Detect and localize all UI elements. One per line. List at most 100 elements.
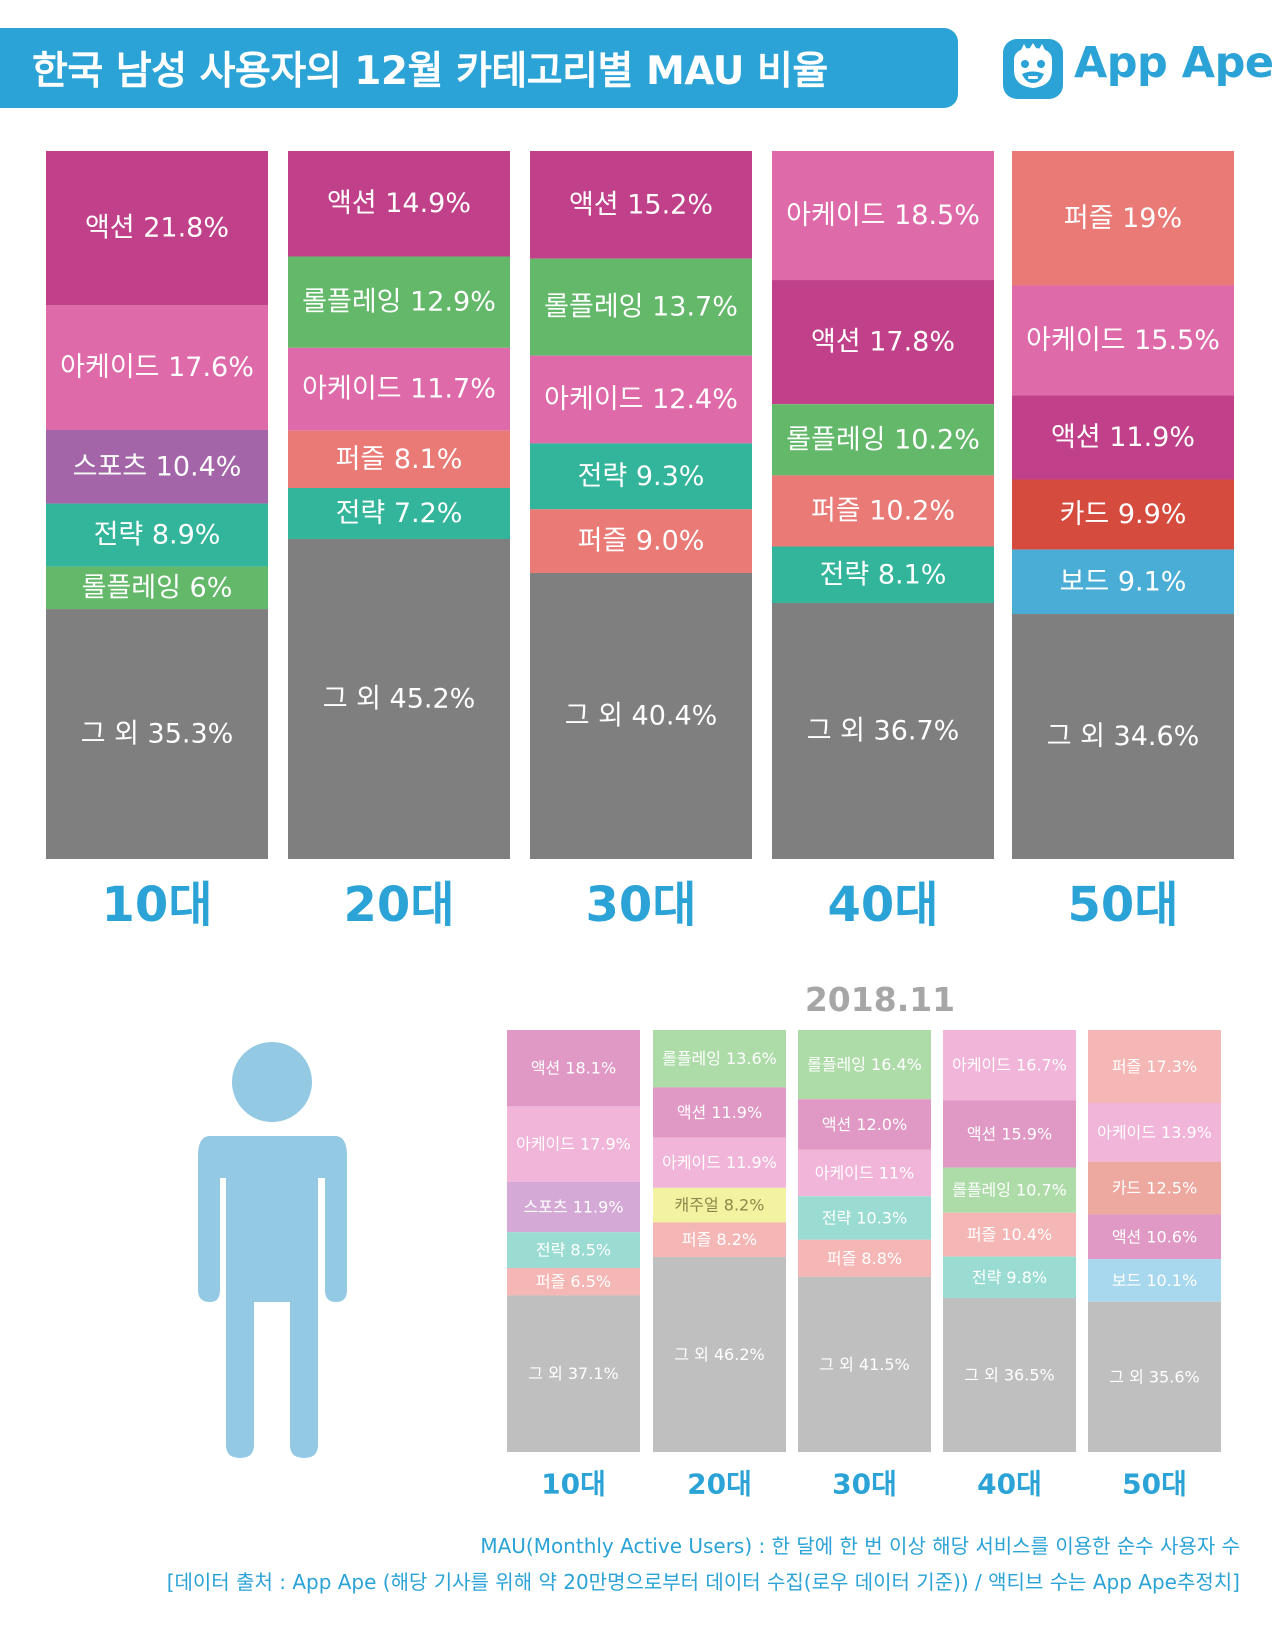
prev-bar-segment: [507, 1030, 640, 1107]
main-bar-segment: [1012, 395, 1234, 480]
prev-bar-segment: [798, 1196, 931, 1240]
prev-segment-label: 그 외 35.6%: [1109, 1367, 1199, 1386]
main-bar-segment: [288, 256, 510, 348]
prev-segment-label: 그 외 46.2%: [674, 1345, 764, 1364]
brand-name: App Ape: [1074, 38, 1274, 88]
prev-age-label: 50대: [1122, 1468, 1187, 1501]
main-bar-segment: [288, 538, 510, 859]
main-bar-segment: [530, 258, 752, 356]
main-age-label: 30대: [586, 877, 697, 933]
prev-age-label: 40대: [977, 1468, 1042, 1501]
main-segment-label: 아케이드 15.5%: [1026, 325, 1220, 356]
prev-bar-segment: [943, 1030, 1076, 1101]
main-bar-segment: [46, 305, 268, 430]
prev-segment-label: 아케이드 16.7%: [952, 1056, 1067, 1075]
ape-face-icon: [1003, 39, 1063, 99]
main-segment-label: 아케이드 18.5%: [786, 200, 980, 231]
main-segment-label: 퍼즐 10.2%: [811, 495, 955, 526]
prev-segment-label: 아케이드 11%: [815, 1164, 915, 1183]
prev-segment-label: 아케이드 17.9%: [516, 1135, 631, 1154]
prev-bar-segment: [798, 1149, 931, 1197]
main-segment-label: 액션 15.2%: [569, 189, 713, 220]
prev-bar-segment: [1088, 1259, 1221, 1302]
prev-segment-label: 아케이드 11.9%: [662, 1153, 777, 1172]
prev-bar-segment: [943, 1256, 1076, 1298]
prev-age-label: 10대: [541, 1468, 606, 1501]
main-segment-label: 보드 9.1%: [1060, 566, 1187, 597]
main-stacked-chart: 액션 21.8% 아케이드 17.6% 스포츠 10.4% 전략 8.9% 롤플레잉 6…: [46, 151, 1234, 933]
prev-age-label: 30대: [832, 1468, 897, 1501]
main-segment-label: 전략 9.3%: [578, 461, 705, 492]
main-segment-label: 퍼즐 8.1%: [336, 444, 463, 475]
prev-bar-segment: [798, 1239, 931, 1277]
main-bar-segment: [1012, 285, 1234, 396]
main-segment-label: 롤플레잉 6%: [82, 572, 233, 603]
main-segment-label: 그 외 45.2%: [323, 683, 476, 714]
main-bar-segment: [530, 572, 752, 859]
prev-segment-label: 그 외 37.1%: [528, 1364, 618, 1383]
app-ape-logo: App Ape: [1000, 34, 1274, 106]
main-bar-segment: [530, 151, 752, 259]
prev-segment-label: 액션 15.9%: [967, 1125, 1052, 1144]
main-bar-segment: [1012, 479, 1234, 550]
main-bar-segment: [772, 280, 994, 405]
main-segment-label: 아케이드 17.6%: [60, 352, 254, 383]
main-segment-label: 그 외 40.4%: [565, 700, 718, 731]
prev-bar-segment: [653, 1187, 786, 1223]
main-segment-label: 아케이드 12.4%: [544, 384, 738, 415]
main-bar-segment: [46, 429, 268, 504]
prev-segment-label: 보드 10.1%: [1112, 1271, 1197, 1290]
main-bar-segment: [46, 609, 268, 859]
main-bar-segment: [772, 546, 994, 604]
main-segment-label: 스포츠 10.4%: [73, 451, 242, 482]
prev-bar-segment: [507, 1181, 640, 1233]
prev-bar-segment: [653, 1030, 786, 1088]
prev-segment-label: 퍼즐 8.8%: [827, 1249, 902, 1268]
main-bar-segment: [46, 566, 268, 610]
prev-bar-segment: [1088, 1103, 1221, 1162]
main-segment-label: 롤플레잉 13.7%: [544, 292, 738, 323]
main-segment-label: 전략 7.2%: [336, 498, 463, 529]
prev-bar-segment: [653, 1137, 786, 1188]
main-segment-label: 액션 17.8%: [811, 327, 955, 358]
prev-segment-label: 그 외 41.5%: [819, 1355, 909, 1374]
prev-segment-label: 롤플레잉 16.4%: [807, 1055, 922, 1074]
main-bar-segment: [772, 404, 994, 476]
main-bar-segment: [288, 151, 510, 257]
prev-segment-label: 아케이드 13.9%: [1097, 1123, 1212, 1142]
prev-segment-label: 퍼즐 17.3%: [1112, 1057, 1197, 1076]
prev-segment-label: 전략 9.8%: [972, 1268, 1047, 1287]
main-segment-label: 액션 11.9%: [1051, 422, 1195, 453]
main-segment-label: 전략 8.1%: [820, 559, 947, 590]
main-bar-segment: [288, 488, 510, 539]
prev-age-label: 20대: [687, 1468, 752, 1501]
main-segment-label: 그 외 35.3%: [81, 719, 234, 750]
prev-bar-segment: [1088, 1301, 1221, 1452]
main-bar-segment: [530, 509, 752, 573]
main-segment-label: 롤플레잉 10.2%: [786, 424, 980, 455]
prev-bar-segment: [1088, 1030, 1221, 1104]
main-bar-segment: [530, 443, 752, 510]
prev-bar-segment: [798, 1030, 931, 1100]
prev-segment-label: 전략 8.5%: [536, 1241, 611, 1260]
prev-bar-segment: [798, 1276, 931, 1452]
prev-segment-label: 액션 12.0%: [822, 1115, 907, 1134]
prev-segment-label: 액션 10.6%: [1112, 1227, 1197, 1246]
prev-segment-label: 캐주얼 8.2%: [675, 1196, 765, 1215]
main-segment-label: 퍼즐 19%: [1064, 203, 1182, 234]
prev-segment-label: 액션 11.9%: [677, 1103, 762, 1122]
main-age-label: 10대: [102, 877, 213, 933]
main-bar-segment: [772, 151, 994, 281]
main-segment-label: 롤플레잉 12.9%: [302, 287, 496, 318]
main-segment-label: 그 외 36.7%: [807, 716, 960, 747]
main-bar-segment: [1012, 151, 1234, 286]
main-bar-segment: [772, 475, 994, 547]
main-bar-segment: [288, 430, 510, 489]
prev-segment-label: 액션 18.1%: [531, 1059, 616, 1078]
prev-bar-segment: [943, 1212, 1076, 1257]
prev-bar-segment: [943, 1297, 1076, 1452]
main-segment-label: 카드 9.9%: [1060, 499, 1187, 530]
main-age-label: 50대: [1068, 877, 1179, 933]
prev-segment-label: 스포츠 11.9%: [523, 1198, 623, 1217]
